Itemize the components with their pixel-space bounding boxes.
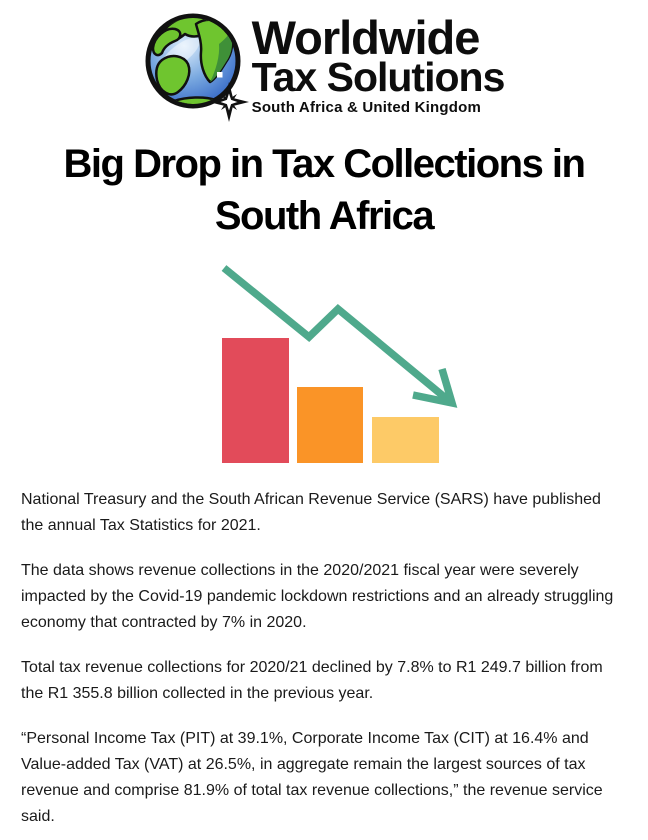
chart-bar — [372, 417, 439, 463]
body-paragraph: Total tax revenue collections for 2020/2… — [21, 659, 603, 702]
body-paragraph: “Personal Income Tax (PIT) at 39.1%, Cor… — [21, 730, 603, 825]
downtrend-arrow-icon — [221, 265, 458, 408]
body-paragraph: The data shows revenue collections in th… — [21, 562, 614, 631]
brand-text: Worldwide Tax Solutions South Africa & U… — [251, 11, 506, 117]
globe-continent-shading — [209, 32, 232, 82]
compass-rose-icon — [208, 82, 249, 122]
brand-name-line1: Worldwide — [251, 11, 481, 64]
chart-illustration — [0, 250, 648, 465]
map-marker-dot — [216, 72, 223, 78]
page-title-line2: South Africa — [214, 194, 435, 238]
chart-bar — [222, 338, 289, 463]
brand-tagline: South Africa & United Kingdom — [251, 99, 482, 116]
article-body: National Treasury and the South African … — [0, 465, 648, 830]
body-paragraph: National Treasury and the South African … — [21, 491, 601, 534]
page-title: Big Drop in Tax Collections in South Afr… — [0, 138, 648, 242]
globe-compass-icon — [145, 13, 249, 122]
brand-name-line2: Tax Solutions — [251, 54, 506, 100]
chart-bar — [297, 387, 363, 463]
page-title-line1: Big Drop in Tax Collections in — [63, 142, 586, 186]
brand-logo: Worldwide Tax Solutions South Africa & U… — [0, 0, 648, 122]
declining-bar-chart-icon — [221, 265, 458, 463]
